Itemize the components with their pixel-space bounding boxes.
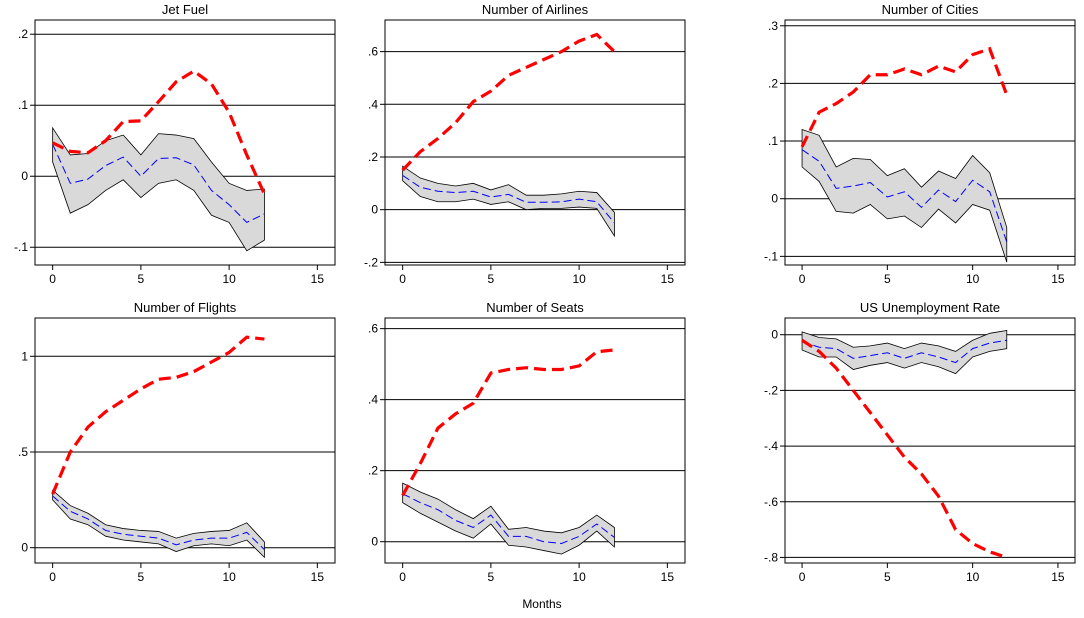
x-tick-label: 5 [884,570,891,584]
mean-line [402,175,615,224]
x-tick-label: 15 [1051,272,1065,286]
y-tick-label: -.1 [14,240,28,254]
y-tick-label: .3 [768,19,778,33]
y-tick-label: .2 [368,464,378,478]
y-tick-label: 1 [21,349,28,363]
confidence-band [402,165,615,238]
panel-title: Number of Flights [134,300,237,315]
y-tick-label: .1 [768,134,778,148]
mean-line [801,339,1007,364]
x-tick-label: 0 [399,570,406,584]
plot-frame [384,317,686,564]
panel-title: US Unemployment Rate [860,300,1000,315]
x-tick-label: 0 [49,272,56,286]
confidence-band [52,126,265,252]
x-tick-label: 5 [488,272,495,286]
x-tick-label: 10 [572,570,586,584]
y-tick-label: 0 [21,541,28,555]
x-tick-label: 0 [799,272,806,286]
panel-5: Number of Seats 0 .2 .4 .6 0 5 10 15 [368,300,686,584]
y-tick-label: 0 [771,192,778,206]
y-tick-label: .6 [368,45,378,59]
x-tick-label: 10 [222,570,236,584]
mean-line [402,493,615,544]
alternative-line [401,348,615,497]
y-tick-label: .4 [368,97,378,111]
plot-frame [784,19,1076,266]
x-tick-label: 10 [966,272,980,286]
x-tick-label: 10 [966,570,980,584]
y-tick-label: .4 [368,393,378,407]
x-tick-label: 10 [222,272,236,286]
confidence-band [52,489,265,559]
alternative-line [401,32,616,172]
x-tick-label: 15 [661,272,675,286]
x-tick-label: 5 [138,272,145,286]
y-tick-label: .2 [368,150,378,164]
y-tick-label: .2 [768,76,778,90]
y-tick-label: -.6 [764,495,778,509]
x-tick-label: 5 [488,570,495,584]
panel-title: Number of Airlines [482,2,589,17]
y-tick-label: .2 [18,27,28,41]
y-tick-label: -.4 [764,439,778,453]
y-tick-label: -.2 [764,383,778,397]
y-tick-label: 0 [371,203,378,217]
x-tick-label: 15 [1051,570,1065,584]
x-tick-label: 10 [572,272,586,286]
alternative-line [51,335,265,495]
y-tick-label: .6 [368,322,378,336]
y-tick-label: .5 [18,445,28,459]
y-tick-label: -.8 [764,550,778,564]
x-tick-label: 15 [661,570,675,584]
x-tick-label: 0 [49,570,56,584]
y-tick-label: 0 [371,535,378,549]
panel-title: Jet Fuel [162,2,208,17]
panel-1: Jet Fuel -.1 0 .1 .2 0 5 10 15 [14,2,336,286]
confidence-band [402,482,615,555]
y-tick-label: -.2 [364,255,378,269]
alternative-line [801,338,1008,559]
y-tick-label: 0 [771,328,778,342]
x-tick-label: 15 [311,272,325,286]
mean-line [801,149,1008,243]
y-tick-label: -.1 [764,249,778,263]
x-tick-label: 5 [138,570,145,584]
x-tick-label: 0 [799,570,806,584]
x-tick-label: 15 [311,570,325,584]
panel-2: Number of Airlines -.2 0 .2 .4 .6 0 5 10 15 [364,2,686,286]
x-tick-label: 0 [399,272,406,286]
panel-title: Number of Seats [486,300,584,315]
panel-3: Number of Cities -.1 0 .1 .2 .3 0 5 10 15 [764,2,1076,286]
mean-line [52,144,265,223]
x-tick-label: 5 [884,272,891,286]
panel-title: Number of Cities [882,2,979,17]
y-tick-label: 0 [21,169,28,183]
alternative-line [800,46,1009,148]
x-axis-label: Months [522,597,561,611]
y-tick-label: .1 [18,98,28,112]
panel-6: US Unemployment Rate -.8 -.6 -.4 -.2 0 0 5 10 15 [764,300,1076,584]
confidence-band [801,128,1008,263]
mean-line [52,495,265,550]
alternative-line [51,69,266,195]
